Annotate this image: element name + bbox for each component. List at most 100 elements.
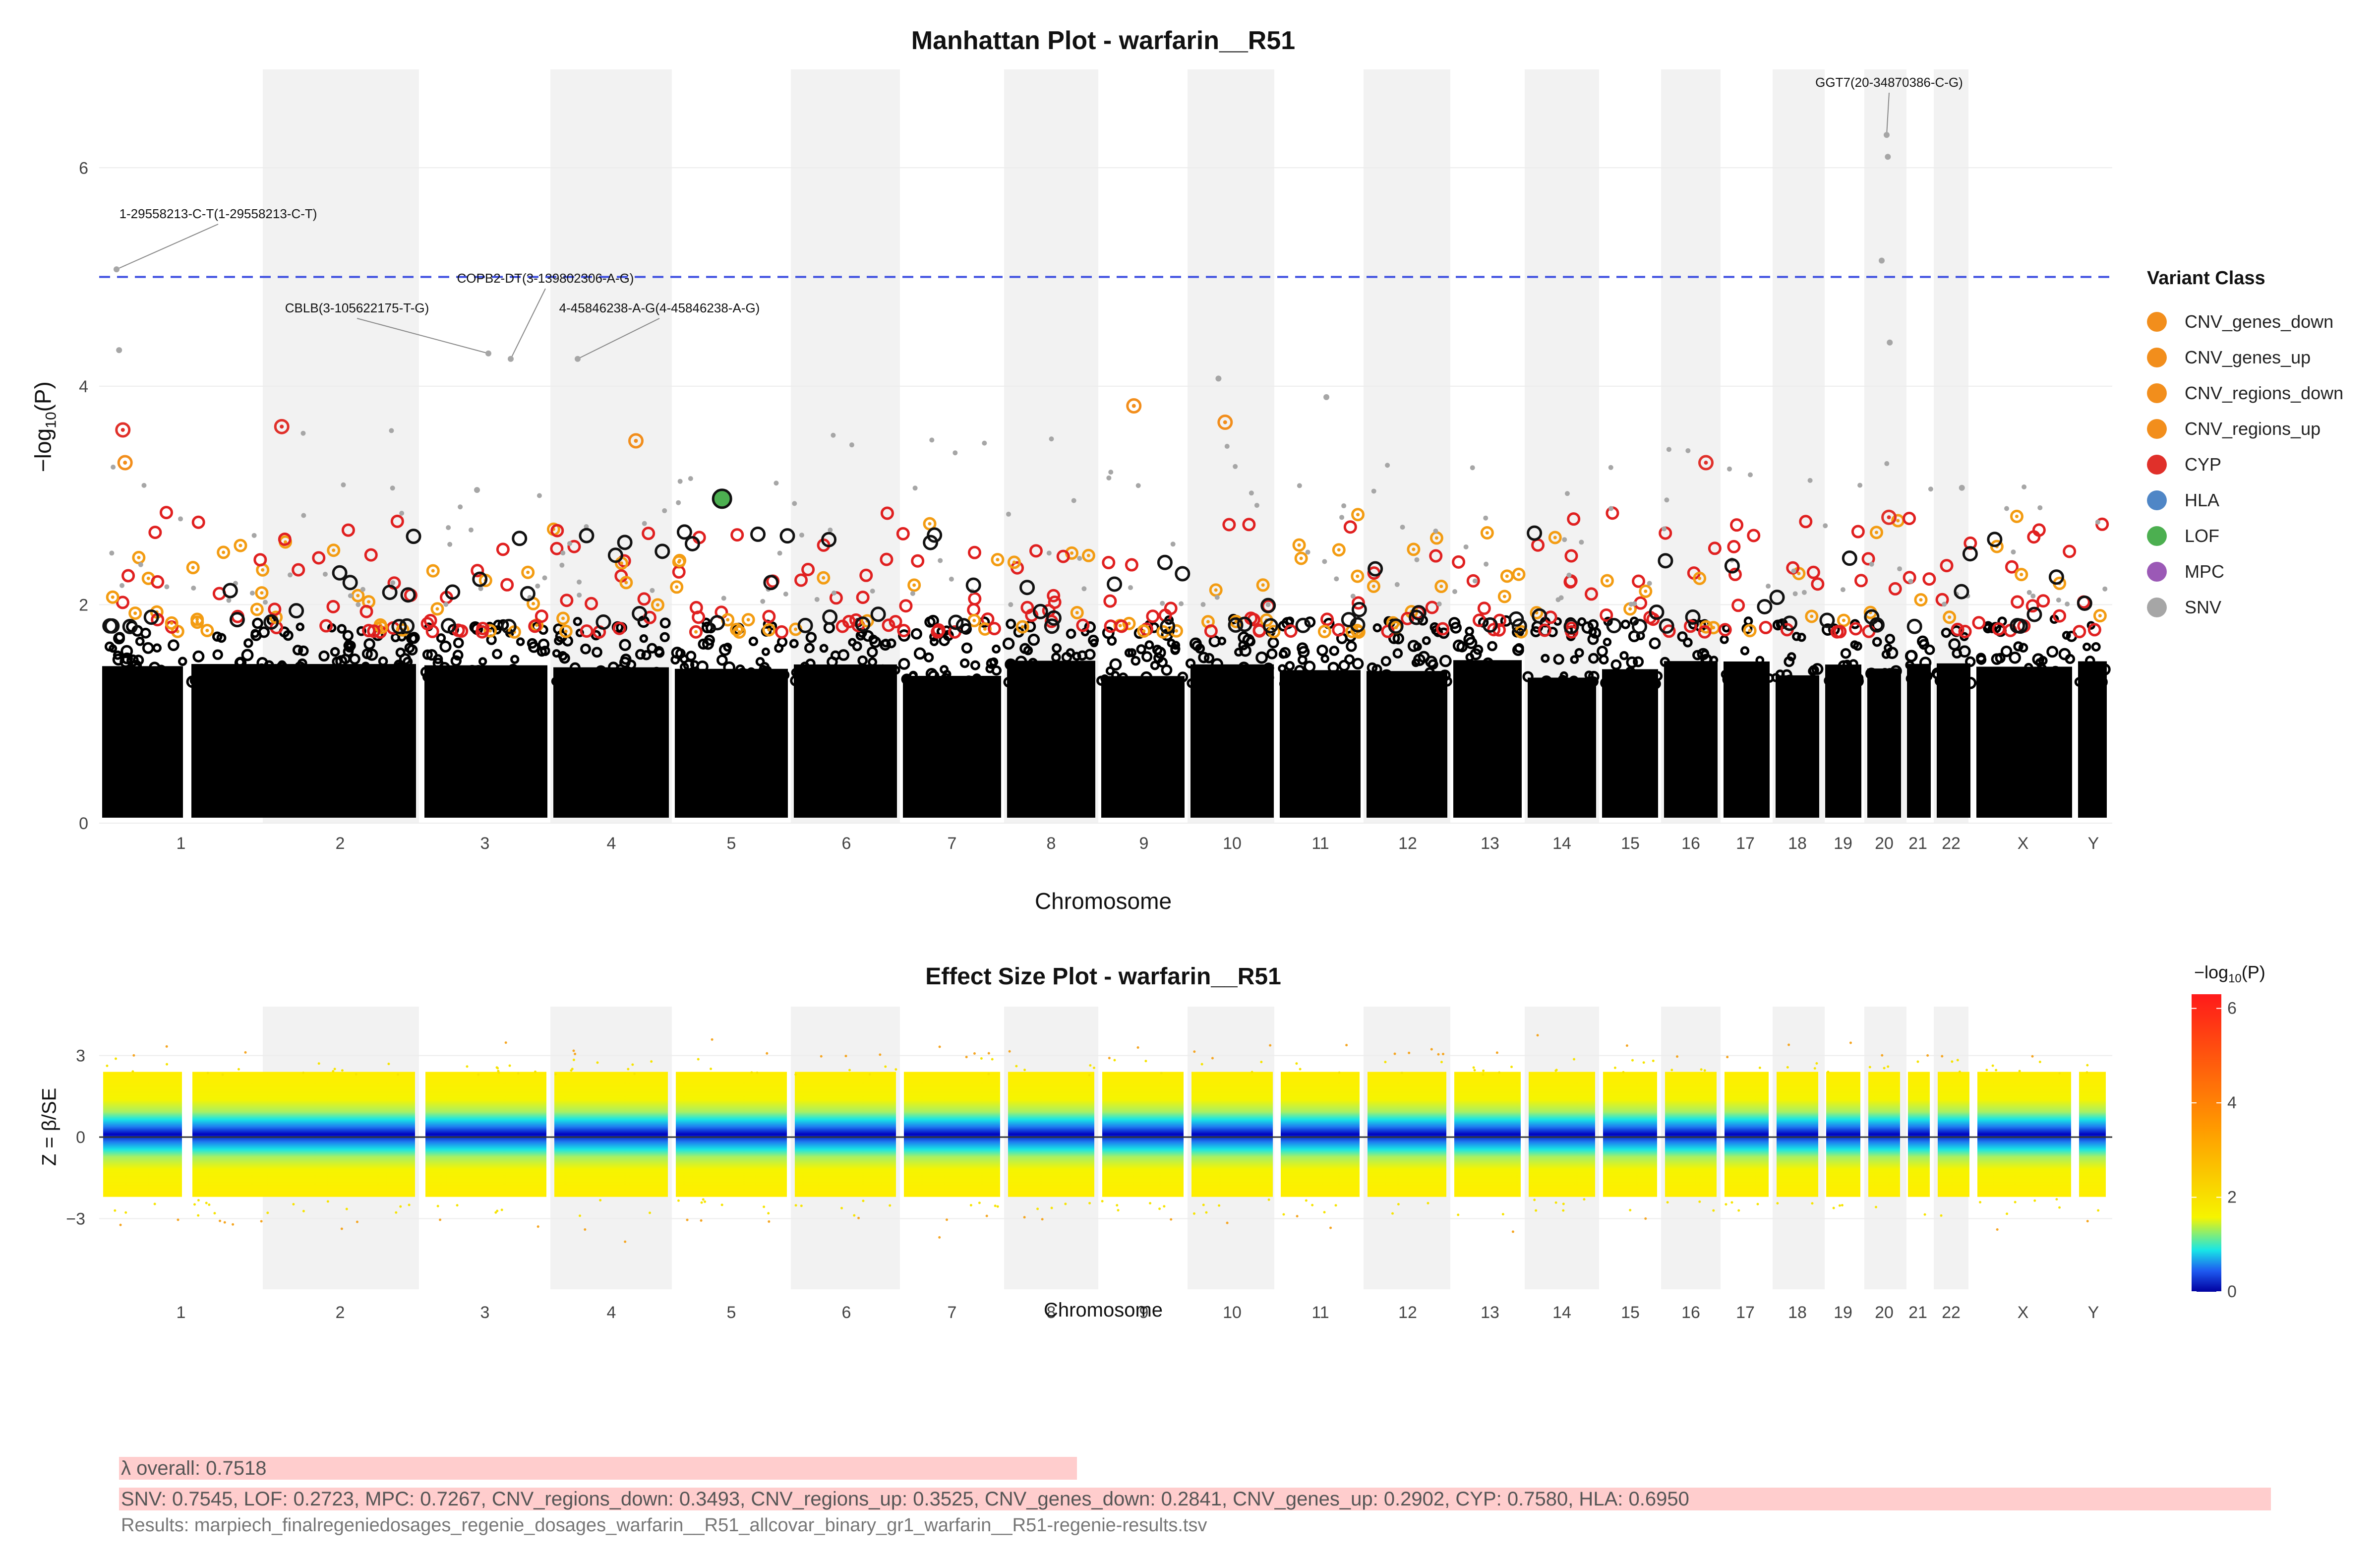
point-snv	[552, 649, 561, 658]
point-snv	[1266, 648, 1278, 660]
point-cyp	[642, 527, 655, 541]
point-snv	[763, 665, 772, 674]
point-snv	[1741, 623, 1753, 634]
point-ring	[1157, 554, 1173, 570]
point-snv-grey	[1579, 540, 1584, 545]
point-snv	[913, 647, 926, 660]
effect-y-tick-label: −3	[66, 1210, 85, 1229]
effect-point	[938, 1045, 941, 1048]
effect-point	[399, 1205, 402, 1208]
effect-band-points-8	[1008, 1072, 1094, 1197]
point-snv	[2065, 654, 2076, 664]
effect-point	[889, 1204, 892, 1207]
point-snv	[1185, 658, 1196, 669]
point-snv-grey	[1371, 488, 1376, 494]
effect-point	[2014, 1201, 2017, 1203]
point-cnv-core	[1553, 536, 1557, 540]
lambda-overall: λ overall: 0.7518	[119, 1457, 1077, 1480]
effect-point	[700, 1201, 703, 1204]
point-snv	[2078, 677, 2089, 688]
point-ring	[1262, 618, 1278, 634]
point-snv	[862, 630, 874, 642]
point-cnv	[556, 611, 570, 625]
point-cyp	[967, 603, 981, 617]
point-snv-grey	[1928, 486, 1933, 492]
effect-x-tick-label: 11	[1311, 1303, 1329, 1322]
point-snv	[679, 676, 689, 686]
point-snv	[256, 657, 268, 669]
point-snv	[1295, 675, 1308, 688]
point-cnv	[1317, 625, 1331, 639]
point-cnv-core	[1299, 556, 1303, 560]
point-snv	[1660, 657, 1670, 667]
point-snv	[1473, 669, 1484, 680]
point-cnv-core	[822, 576, 826, 580]
effect-point	[1295, 1062, 1298, 1065]
legend-swatch	[2147, 455, 2167, 475]
point-ring	[1769, 590, 1785, 605]
point-snv	[450, 655, 462, 666]
point-cnv-core	[255, 607, 259, 611]
point-snv	[1710, 656, 1719, 664]
point-snv	[517, 668, 529, 681]
point-cnv	[1367, 579, 1380, 593]
point-snv-grey	[577, 593, 582, 598]
point-ring	[763, 575, 779, 591]
effect-point	[1299, 1068, 1302, 1071]
point-snv	[2050, 665, 2061, 676]
point-snv	[1145, 678, 1157, 689]
point-cnv-core	[1698, 576, 1702, 580]
effect-point	[1226, 1221, 1229, 1224]
point-snv	[1012, 667, 1023, 679]
effect-point	[572, 1049, 575, 1052]
effect-point	[408, 1203, 411, 1206]
point-cnv	[1530, 606, 1544, 620]
point-ring	[1228, 617, 1244, 633]
point-cyp	[1718, 623, 1732, 637]
effect-point	[1205, 1211, 1208, 1214]
point-snv	[867, 646, 878, 658]
point-cnv	[1600, 574, 1614, 588]
point-snv	[2046, 646, 2059, 658]
point-cnv	[1512, 567, 1526, 581]
point-cnv-core	[2015, 514, 2019, 518]
point-snv	[1096, 675, 1107, 686]
point-snv	[439, 640, 452, 653]
point-snv	[1066, 628, 1076, 639]
x-tick-label: 12	[1398, 834, 1417, 853]
point-snv	[165, 676, 176, 687]
point-snv	[925, 668, 938, 680]
point-snv	[378, 656, 388, 666]
point-cnv-core	[1948, 615, 1952, 619]
point-snv	[1725, 667, 1737, 680]
point-snv-grey	[1484, 561, 1489, 567]
point-cyp	[367, 624, 381, 638]
point-snv-grey	[774, 481, 779, 486]
point-snv-grey	[443, 601, 449, 607]
point-snv-grey	[1792, 591, 1798, 597]
effect-band-points-18	[1777, 1072, 1818, 1197]
bulk-mass-20	[1867, 668, 1901, 818]
point-cnv-core	[133, 611, 137, 615]
point-cnv	[483, 624, 497, 638]
point-snv	[528, 641, 540, 653]
point-cnv	[762, 623, 776, 637]
point-snv	[1003, 676, 1014, 688]
effect-point	[868, 1073, 871, 1076]
effect-point	[1815, 1062, 1818, 1065]
point-ring	[1368, 561, 1383, 577]
point-snv	[388, 677, 399, 688]
x-tick-label: 14	[1552, 834, 1571, 853]
effect-point	[302, 1072, 305, 1075]
effect-point	[2058, 1072, 2061, 1075]
point-snv	[791, 668, 800, 677]
point-snv	[970, 660, 980, 670]
point-snv	[1085, 673, 1096, 683]
point-snv	[436, 633, 446, 643]
point-snv	[1242, 634, 1255, 647]
point-snv-grey	[676, 500, 681, 505]
point-ring	[2048, 569, 2064, 585]
point-snv	[1410, 678, 1422, 690]
point-snv-grey	[1350, 594, 1356, 599]
point-snv	[868, 657, 878, 667]
